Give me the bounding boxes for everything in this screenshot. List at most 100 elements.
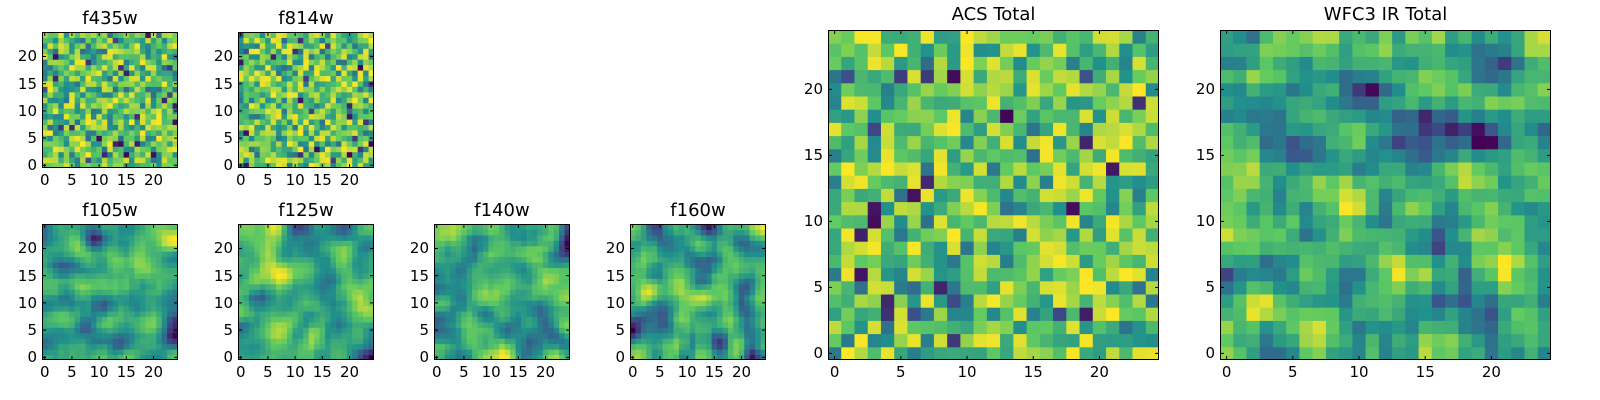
heatmap-cell <box>96 37 103 44</box>
heatmap-cell <box>368 332 374 339</box>
heatmap-cell <box>325 124 331 131</box>
heatmap-cell <box>276 332 283 339</box>
heatmap-cell <box>368 240 374 247</box>
heatmap-cell <box>112 59 119 66</box>
heatmap-cell <box>439 327 446 334</box>
heatmap-cell <box>270 64 277 71</box>
heatmap-cell <box>1484 228 1499 242</box>
heatmap-cell <box>63 37 70 44</box>
heatmap-cell <box>248 157 255 164</box>
heatmap-cell <box>134 354 141 360</box>
heatmap-cell <box>466 354 473 360</box>
heatmap-cell <box>118 234 125 241</box>
heatmap-cell <box>145 135 152 142</box>
heatmap-cell <box>303 91 310 98</box>
heatmap-cell <box>265 327 272 334</box>
heatmap-cell <box>145 119 152 125</box>
heatmap-cell <box>684 316 691 323</box>
heatmap-cell <box>330 157 337 164</box>
heatmap-cell <box>493 272 500 279</box>
heatmap-cell <box>118 256 125 263</box>
heatmap-cell <box>335 97 342 104</box>
heatmap-cell <box>357 86 364 93</box>
heatmap-cell <box>1325 294 1340 308</box>
heatmap-cell <box>472 338 479 345</box>
heatmap-cell <box>139 64 146 71</box>
heatmap-cell <box>150 129 157 136</box>
heatmap-cell <box>553 262 560 269</box>
heatmap-cell <box>330 251 337 258</box>
heatmap-cell <box>101 37 108 44</box>
heatmap-cell <box>749 349 756 356</box>
heatmap-cell <box>96 64 103 71</box>
heatmap-cell <box>434 251 440 258</box>
heatmap-cell <box>1026 228 1041 242</box>
heatmap-cell <box>1000 162 1014 176</box>
heatmap-cell <box>684 272 691 279</box>
heatmap-cell <box>947 175 961 189</box>
heatmap-cell <box>755 327 762 334</box>
heatmap-cell <box>139 327 146 334</box>
heatmap-cell <box>145 70 152 77</box>
heatmap-cell <box>477 311 484 317</box>
heatmap-cell <box>1039 30 1054 44</box>
heatmap-cell <box>52 311 59 317</box>
heatmap-cell <box>101 327 108 334</box>
heatmap-cell <box>841 254 855 269</box>
heatmap-cell <box>657 256 664 263</box>
heatmap-cell <box>112 343 119 350</box>
heatmap-cell <box>933 267 948 282</box>
heatmap-cell <box>139 59 146 66</box>
heatmap-cell <box>640 354 647 360</box>
heatmap-cell <box>346 102 353 109</box>
y-tick-label: 10 <box>213 293 233 312</box>
heatmap-cell <box>112 53 119 60</box>
heatmap-cell <box>461 245 468 252</box>
heatmap-cell <box>357 234 364 241</box>
heatmap-cell <box>248 113 255 120</box>
heatmap-cell <box>986 109 1001 123</box>
heatmap-cell <box>1106 162 1120 176</box>
heatmap-cell <box>472 256 479 263</box>
y-tick-label: 15 <box>213 266 233 285</box>
heatmap-cell <box>678 338 685 345</box>
heatmap-cell <box>270 283 277 290</box>
heatmap-cell <box>96 48 103 55</box>
heatmap-cell <box>107 53 114 60</box>
heatmap-cell <box>85 343 92 350</box>
heatmap-cell <box>510 251 517 258</box>
heatmap-cell <box>107 289 114 296</box>
heatmap-cell <box>74 113 81 120</box>
heatmap-cell <box>559 267 566 274</box>
heatmap-cell <box>167 91 174 98</box>
heatmap-cell <box>986 280 1001 295</box>
heatmap-cell <box>276 245 283 252</box>
heatmap-cell <box>314 267 321 274</box>
heatmap-cell <box>325 338 331 345</box>
heatmap-cell <box>444 343 451 350</box>
heatmap-cell <box>461 240 468 247</box>
heatmap-cell <box>640 349 647 356</box>
heatmap-cell <box>47 70 54 77</box>
heatmap-cell <box>107 311 114 317</box>
heatmap-cell <box>920 109 935 123</box>
heatmap-cell <box>646 234 653 241</box>
heatmap-cell <box>281 53 288 60</box>
heatmap-cell <box>1013 201 1028 216</box>
heatmap-cell <box>325 289 331 296</box>
heatmap-cell <box>867 135 882 150</box>
heatmap-cell <box>1524 214 1539 229</box>
heatmap-cell <box>1445 294 1459 308</box>
heatmap-cell <box>96 157 103 164</box>
heatmap-cell <box>80 75 87 82</box>
heatmap-cell <box>161 48 168 55</box>
heatmap-cell <box>1132 96 1147 110</box>
heatmap-cell <box>537 240 544 247</box>
heatmap-cell <box>646 224 653 230</box>
heatmap-cell <box>248 234 255 241</box>
heatmap-cell <box>107 354 114 360</box>
heatmap-cell <box>973 241 988 255</box>
heatmap-cell <box>352 311 359 317</box>
heatmap-cell <box>493 327 500 334</box>
heatmap-cell <box>85 146 92 153</box>
